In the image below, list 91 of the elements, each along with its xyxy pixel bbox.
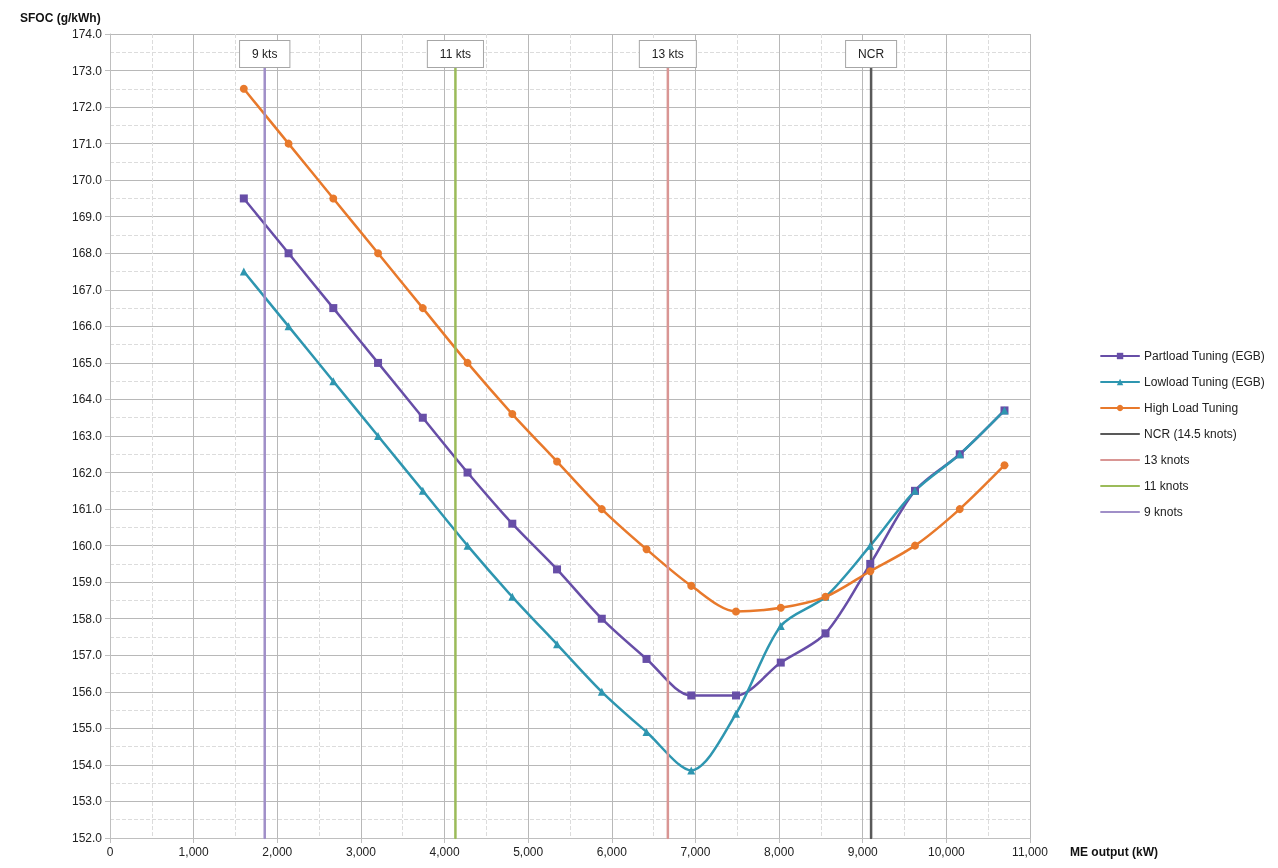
y-tick-label: 166.0 — [71, 319, 103, 334]
x-tick-label: 3,000 — [345, 845, 377, 859]
point — [732, 691, 741, 700]
point — [463, 468, 472, 477]
y-tick-label: 172.0 — [71, 100, 103, 115]
y-tick-label: 161.0 — [71, 502, 103, 517]
y-tick-label: 153.0 — [71, 794, 103, 809]
point — [597, 505, 606, 514]
y-tick-label: 152.0 — [71, 831, 103, 845]
y-axis-title: SFOC (g/kWh) — [20, 11, 101, 25]
y-tick-label: 159.0 — [71, 575, 103, 590]
point — [463, 358, 472, 367]
legend-label: Lowload Tuning (EGB) — [1144, 375, 1265, 389]
legend-label: 13 knots — [1144, 453, 1190, 467]
point — [732, 709, 741, 718]
x-tick-label: 1,000 — [178, 845, 209, 859]
y-tick-label: 162.0 — [71, 465, 103, 480]
y-tick-label: 168.0 — [71, 246, 103, 261]
point — [776, 603, 785, 612]
y-tick-label: 156.0 — [71, 684, 103, 699]
point — [553, 565, 562, 574]
annotation: 9 kts — [252, 46, 278, 61]
point — [418, 304, 427, 313]
point — [687, 581, 696, 590]
y-tick-label: 164.0 — [71, 392, 103, 407]
x-tick-label: 4,000 — [429, 845, 460, 859]
annotation: NCR — [858, 46, 885, 61]
legend-label: High Load Tuning — [1144, 401, 1239, 415]
point — [329, 194, 338, 203]
point — [732, 607, 741, 616]
point — [284, 139, 293, 148]
y-tick-label: 174.0 — [71, 27, 103, 41]
point — [239, 194, 248, 203]
point — [418, 413, 427, 422]
y-tick-label: 173.0 — [71, 63, 103, 78]
y-tick-label: 158.0 — [71, 611, 103, 626]
y-tick-label: 171.0 — [71, 136, 103, 151]
y-tick-label: 169.0 — [71, 209, 103, 224]
y-tick-label: 160.0 — [71, 538, 103, 553]
point — [239, 267, 248, 276]
y-tick-label: 155.0 — [71, 721, 103, 736]
point — [284, 322, 293, 331]
y-tick-label: 170.0 — [71, 173, 103, 188]
point — [687, 691, 696, 700]
x-tick-label: 11,000 — [1012, 845, 1049, 859]
point — [821, 629, 830, 638]
point — [463, 541, 472, 550]
x-tick-label: 10,000 — [928, 845, 966, 859]
point — [866, 567, 875, 576]
y-tick-label: 163.0 — [71, 429, 103, 443]
point — [642, 545, 651, 554]
point — [374, 358, 383, 367]
y-tick-label: 154.0 — [71, 757, 103, 772]
point — [508, 592, 517, 601]
point — [374, 432, 383, 440]
point — [866, 541, 875, 550]
point — [418, 486, 427, 495]
legend-label: NCR (14.5 knots) — [1144, 427, 1237, 441]
x-tick-label: 5,000 — [513, 845, 544, 859]
point — [553, 640, 562, 649]
x-tick-label: 9,000 — [847, 845, 879, 859]
x-tick-label: 2,000 — [262, 845, 293, 859]
point — [508, 519, 517, 528]
x-tick-label: 0 — [106, 845, 114, 859]
point — [955, 505, 964, 514]
point — [329, 304, 338, 313]
y-tick-label: 167.0 — [71, 282, 103, 297]
point — [597, 614, 606, 623]
annotation: 13 kts — [651, 46, 684, 61]
x-axis-title: ME output (kW) — [1070, 845, 1158, 859]
legend-label: Partload Tuning (EGB) — [1144, 349, 1265, 363]
x-tick-label: 7,000 — [680, 845, 711, 859]
point — [776, 658, 785, 667]
point — [642, 728, 651, 737]
point — [553, 457, 562, 466]
point — [866, 559, 875, 568]
legend-label: 9 knots — [1144, 505, 1183, 519]
y-tick-label: 157.0 — [71, 648, 103, 663]
point — [508, 410, 517, 419]
point — [911, 541, 919, 550]
point — [374, 249, 383, 258]
legend-label: 11 knots — [1144, 479, 1189, 493]
point — [642, 654, 651, 663]
annotation: 11 kts — [439, 46, 471, 61]
point — [239, 84, 248, 93]
point — [284, 249, 293, 258]
x-tick-label: 8,000 — [764, 845, 795, 859]
y-tick-label: 165.0 — [71, 355, 103, 370]
point — [597, 687, 606, 696]
point — [1000, 461, 1009, 470]
x-tick-label: 6,000 — [596, 845, 628, 859]
